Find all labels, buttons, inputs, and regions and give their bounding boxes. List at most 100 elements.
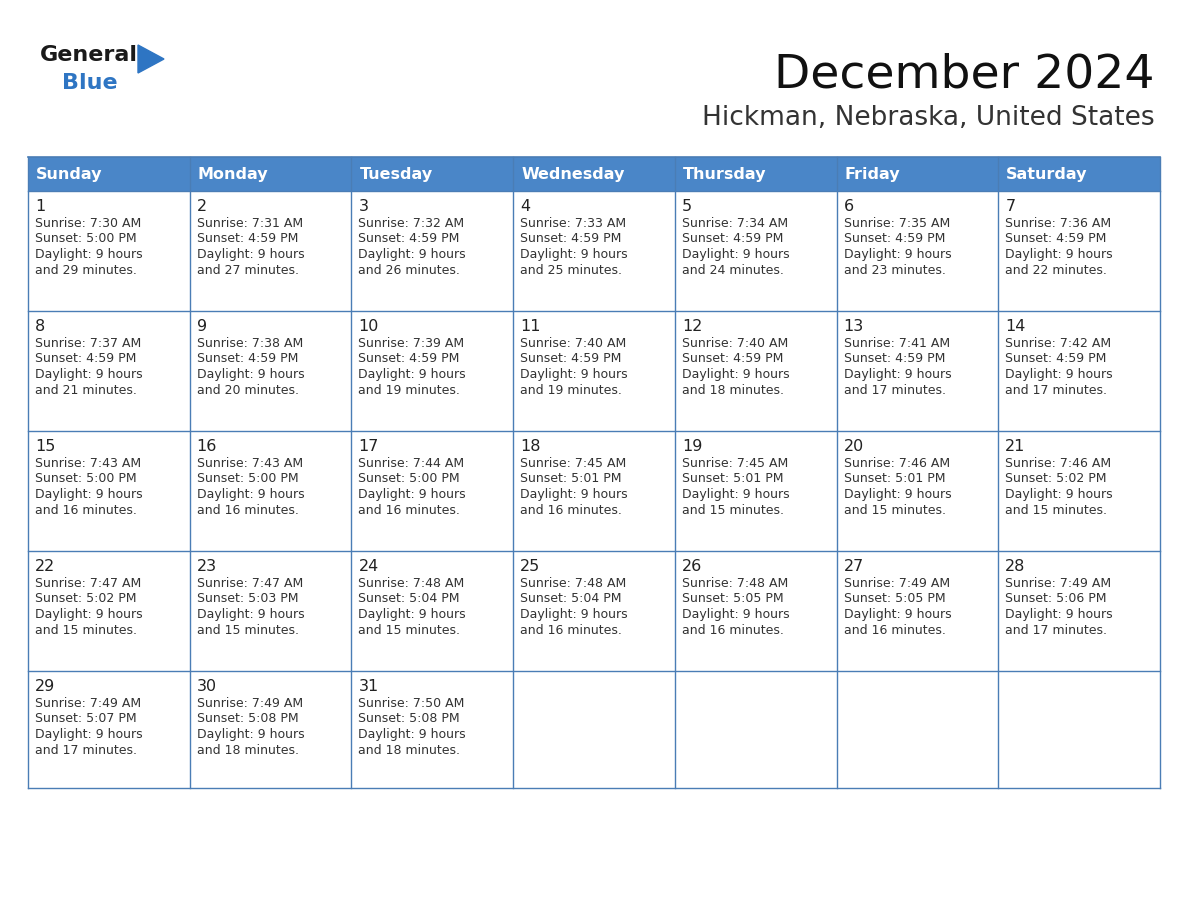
- Text: 5: 5: [682, 199, 691, 214]
- Text: 12: 12: [682, 319, 702, 334]
- Text: and 17 minutes.: and 17 minutes.: [843, 384, 946, 397]
- Text: Daylight: 9 hours: Daylight: 9 hours: [520, 248, 627, 261]
- Bar: [675, 551, 836, 671]
- Bar: [352, 551, 513, 671]
- Bar: [190, 311, 352, 431]
- Text: and 16 minutes.: and 16 minutes.: [682, 623, 784, 636]
- Text: and 27 minutes.: and 27 minutes.: [197, 263, 298, 276]
- Text: Daylight: 9 hours: Daylight: 9 hours: [34, 368, 143, 381]
- Text: and 15 minutes.: and 15 minutes.: [1005, 503, 1107, 517]
- Text: General: General: [40, 45, 138, 65]
- Text: 6: 6: [843, 199, 854, 214]
- Text: Daylight: 9 hours: Daylight: 9 hours: [359, 488, 466, 501]
- Text: 21: 21: [1005, 439, 1025, 454]
- Bar: [513, 157, 675, 191]
- Text: and 15 minutes.: and 15 minutes.: [34, 623, 137, 636]
- Text: and 16 minutes.: and 16 minutes.: [520, 623, 623, 636]
- Text: 13: 13: [843, 319, 864, 334]
- Text: and 18 minutes.: and 18 minutes.: [197, 744, 298, 756]
- Text: 27: 27: [843, 559, 864, 574]
- Text: and 17 minutes.: and 17 minutes.: [1005, 384, 1107, 397]
- Text: 11: 11: [520, 319, 541, 334]
- Bar: [836, 157, 998, 191]
- Text: Daylight: 9 hours: Daylight: 9 hours: [1005, 248, 1113, 261]
- Text: Sunset: 5:03 PM: Sunset: 5:03 PM: [197, 592, 298, 606]
- Text: Sunset: 5:07 PM: Sunset: 5:07 PM: [34, 712, 137, 725]
- Text: 7: 7: [1005, 199, 1016, 214]
- Text: Daylight: 9 hours: Daylight: 9 hours: [359, 728, 466, 741]
- Text: 30: 30: [197, 679, 217, 694]
- Text: 23: 23: [197, 559, 217, 574]
- Bar: [836, 551, 998, 671]
- Bar: [836, 311, 998, 431]
- Text: and 16 minutes.: and 16 minutes.: [34, 503, 137, 517]
- Text: Sunset: 5:05 PM: Sunset: 5:05 PM: [682, 592, 783, 606]
- Text: Daylight: 9 hours: Daylight: 9 hours: [197, 488, 304, 501]
- Text: and 16 minutes.: and 16 minutes.: [197, 503, 298, 517]
- Bar: [190, 431, 352, 551]
- Text: Sunset: 4:59 PM: Sunset: 4:59 PM: [1005, 353, 1107, 365]
- Text: Sunset: 5:01 PM: Sunset: 5:01 PM: [520, 473, 621, 486]
- Text: and 18 minutes.: and 18 minutes.: [359, 744, 461, 756]
- Text: Daylight: 9 hours: Daylight: 9 hours: [34, 248, 143, 261]
- Text: Sunrise: 7:49 AM: Sunrise: 7:49 AM: [34, 697, 141, 710]
- Text: Sunrise: 7:49 AM: Sunrise: 7:49 AM: [197, 697, 303, 710]
- Text: Sunrise: 7:49 AM: Sunrise: 7:49 AM: [1005, 577, 1112, 590]
- Text: Daylight: 9 hours: Daylight: 9 hours: [520, 488, 627, 501]
- Text: Sunset: 5:02 PM: Sunset: 5:02 PM: [34, 592, 137, 606]
- Text: Sunrise: 7:43 AM: Sunrise: 7:43 AM: [197, 457, 303, 470]
- Text: 17: 17: [359, 439, 379, 454]
- Text: Daylight: 9 hours: Daylight: 9 hours: [34, 608, 143, 621]
- Text: Daylight: 9 hours: Daylight: 9 hours: [682, 488, 790, 501]
- Text: and 17 minutes.: and 17 minutes.: [34, 744, 137, 756]
- Text: Daylight: 9 hours: Daylight: 9 hours: [1005, 608, 1113, 621]
- Text: and 21 minutes.: and 21 minutes.: [34, 384, 137, 397]
- Text: Wednesday: Wednesday: [522, 166, 625, 182]
- Bar: [998, 191, 1159, 311]
- Bar: [29, 157, 190, 191]
- Text: and 29 minutes.: and 29 minutes.: [34, 263, 137, 276]
- Text: and 15 minutes.: and 15 minutes.: [359, 623, 461, 636]
- Text: Sunrise: 7:50 AM: Sunrise: 7:50 AM: [359, 697, 465, 710]
- Text: Sunset: 4:59 PM: Sunset: 4:59 PM: [359, 353, 460, 365]
- Text: Sunset: 5:00 PM: Sunset: 5:00 PM: [359, 473, 460, 486]
- Text: Daylight: 9 hours: Daylight: 9 hours: [682, 368, 790, 381]
- Text: Sunrise: 7:37 AM: Sunrise: 7:37 AM: [34, 337, 141, 350]
- Text: Daylight: 9 hours: Daylight: 9 hours: [197, 368, 304, 381]
- Bar: [29, 311, 190, 431]
- Text: 18: 18: [520, 439, 541, 454]
- Text: Sunrise: 7:36 AM: Sunrise: 7:36 AM: [1005, 217, 1112, 230]
- Bar: [998, 431, 1159, 551]
- Text: Sunrise: 7:41 AM: Sunrise: 7:41 AM: [843, 337, 949, 350]
- Text: Daylight: 9 hours: Daylight: 9 hours: [520, 368, 627, 381]
- Text: 1: 1: [34, 199, 45, 214]
- Text: 31: 31: [359, 679, 379, 694]
- Text: Sunset: 5:00 PM: Sunset: 5:00 PM: [197, 473, 298, 486]
- Text: Sunrise: 7:32 AM: Sunrise: 7:32 AM: [359, 217, 465, 230]
- Text: Sunrise: 7:46 AM: Sunrise: 7:46 AM: [1005, 457, 1112, 470]
- Bar: [998, 551, 1159, 671]
- Text: Sunrise: 7:43 AM: Sunrise: 7:43 AM: [34, 457, 141, 470]
- Text: and 19 minutes.: and 19 minutes.: [359, 384, 460, 397]
- Bar: [513, 671, 675, 788]
- Text: Sunrise: 7:46 AM: Sunrise: 7:46 AM: [843, 457, 949, 470]
- Text: and 16 minutes.: and 16 minutes.: [359, 503, 460, 517]
- Bar: [29, 671, 190, 788]
- Text: Monday: Monday: [197, 166, 268, 182]
- Text: Sunset: 5:08 PM: Sunset: 5:08 PM: [197, 712, 298, 725]
- Text: Sunset: 4:59 PM: Sunset: 4:59 PM: [359, 232, 460, 245]
- Text: Sunset: 4:59 PM: Sunset: 4:59 PM: [197, 232, 298, 245]
- Text: and 16 minutes.: and 16 minutes.: [843, 623, 946, 636]
- Text: Daylight: 9 hours: Daylight: 9 hours: [34, 488, 143, 501]
- Bar: [190, 671, 352, 788]
- Text: 28: 28: [1005, 559, 1025, 574]
- Bar: [352, 191, 513, 311]
- Text: 10: 10: [359, 319, 379, 334]
- Text: Sunset: 5:04 PM: Sunset: 5:04 PM: [359, 592, 460, 606]
- Text: Daylight: 9 hours: Daylight: 9 hours: [197, 728, 304, 741]
- Bar: [352, 157, 513, 191]
- Text: and 25 minutes.: and 25 minutes.: [520, 263, 623, 276]
- Text: Tuesday: Tuesday: [360, 166, 432, 182]
- Text: Sunset: 5:01 PM: Sunset: 5:01 PM: [843, 473, 946, 486]
- Text: Sunrise: 7:44 AM: Sunrise: 7:44 AM: [359, 457, 465, 470]
